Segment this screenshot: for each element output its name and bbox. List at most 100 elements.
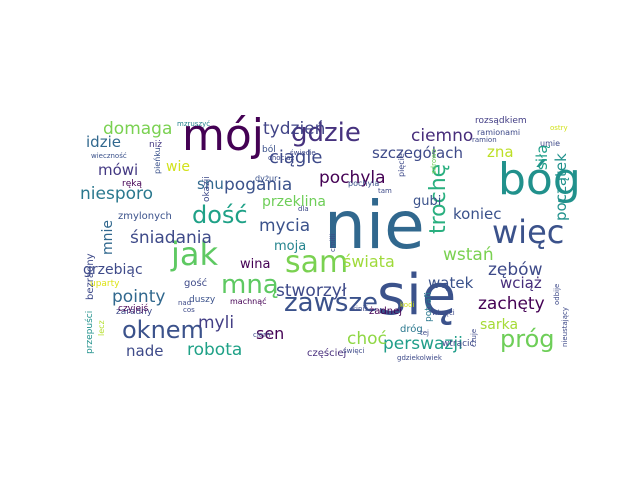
word-domaga: domaga	[103, 119, 173, 139]
word-piecie: pięcie	[397, 153, 406, 177]
word-ciern: cierń	[253, 331, 271, 339]
word-ciagle: ciągle	[269, 147, 323, 168]
word-reka: ręką	[122, 179, 142, 189]
word-koniec: koniec	[453, 205, 502, 223]
word-moja: moja	[274, 239, 307, 254]
word-wkreci: wkręci	[432, 309, 455, 317]
word-gosc: gość	[184, 278, 208, 289]
word-swieci: święci	[343, 347, 365, 355]
word-czyjes: czyjejś	[118, 304, 149, 314]
word-czesciej: częściej	[307, 348, 347, 359]
word-zebow: zębów	[488, 260, 543, 280]
word-nie: nie	[324, 187, 425, 264]
word-ramionami: ramionami	[477, 128, 521, 137]
word-przepusci: przepuści	[85, 310, 95, 354]
word-sie: się	[377, 263, 457, 328]
word-zachety: zachęty	[478, 294, 545, 314]
word-sarka: sarka	[480, 317, 519, 333]
word-pienku: pieńku	[153, 147, 162, 174]
word-cloud: nie się bóg mój jak więc sam gdzie mną z…	[80, 110, 581, 368]
word-uparty: uparty	[90, 279, 120, 289]
word-perswazji: perswazji	[383, 334, 463, 354]
word-cos: cos	[183, 306, 195, 314]
word-bog: bóg	[498, 154, 581, 205]
word-ramion: ramion	[472, 136, 497, 144]
word-pochyla-small: pochyla	[348, 179, 380, 188]
word-swiata: świata	[343, 252, 395, 271]
word-ostry: ostry	[550, 124, 568, 132]
word-grzebiac: grzebiąc	[83, 262, 143, 278]
word-wciaz: wciąż	[500, 274, 542, 292]
word-okazji: okazji	[202, 176, 212, 202]
word-nieustajacy: nieustający	[561, 306, 569, 347]
word-dla: dla	[298, 205, 309, 213]
word-sen: sen	[256, 324, 285, 343]
word-sniadania: śniadania	[130, 228, 212, 248]
word-pointy: pointy	[112, 287, 166, 307]
word-watek: wątek	[428, 274, 474, 292]
word-tam: tam	[378, 187, 392, 195]
word-nade: nade	[126, 342, 164, 360]
word-bol: ból	[262, 145, 276, 155]
word-dyzur: dyżur	[255, 174, 278, 183]
word-wtracic: wtrącić	[442, 339, 475, 349]
word-zmylonych: zmylonych	[118, 211, 172, 222]
word-wina: wina	[240, 257, 271, 272]
word-tej: tej	[420, 329, 429, 337]
word-prog: próg	[500, 325, 555, 353]
word-lecz: lecz	[97, 320, 106, 336]
word-bezradny: bezradny	[85, 253, 96, 300]
word-niesporo: niesporo	[80, 184, 154, 204]
word-stworzyl: stworzył	[276, 281, 347, 301]
word-machnac: machnąć	[230, 297, 267, 306]
word-pogania: pogania	[224, 175, 293, 195]
word-chociaz: chociaż	[268, 154, 295, 162]
word-mnie: mnie	[100, 219, 116, 255]
word-tydzien: tydzień	[263, 119, 326, 139]
word-oknem: oknem	[122, 316, 204, 344]
word-przeklina: przeklina	[262, 194, 326, 210]
word-rozsadkiem: rozsądkiem	[475, 116, 527, 126]
word-drog: dróg	[400, 324, 423, 335]
word-kodi: kodi	[400, 301, 415, 309]
word-odbije: odbije	[553, 283, 561, 305]
word-idzie: idzie	[86, 133, 121, 151]
word-ciemno: ciemno	[411, 126, 474, 146]
word-swiecie: świecie	[290, 149, 316, 157]
word-choc: choć	[347, 329, 387, 349]
word-sila: siłą	[533, 144, 551, 170]
word-mzruszyc: mzruszyć	[177, 120, 211, 128]
word-wiec: więc	[492, 213, 565, 251]
word-gdziekolwiek: gdziekolwiek	[397, 354, 442, 362]
word-kinis: kiniś	[352, 305, 369, 313]
word-gdzie: gdzie	[291, 118, 361, 148]
word-sam: sam	[285, 245, 349, 280]
word-wie: wie	[166, 159, 190, 175]
word-czuje: czuje	[470, 328, 478, 347]
word-myli: myli	[198, 313, 235, 333]
word-zna: zna	[487, 143, 514, 161]
word-snu: snu	[197, 175, 224, 193]
word-umie: umie	[540, 139, 561, 148]
word-wstan: wstań	[443, 245, 494, 265]
word-poczatek: początek	[552, 153, 570, 221]
word-gubi: gubi	[413, 194, 442, 209]
word-szczegolach: szczegółach	[372, 144, 463, 162]
word-moj: mój	[182, 110, 265, 161]
word-zdrowo: zdrowo	[430, 148, 438, 174]
word-mycia: mycia	[259, 216, 311, 236]
word-cmilli: cmiłli	[329, 233, 337, 253]
word-mna: mną	[221, 270, 279, 300]
word-wiecznosc: wieczność	[91, 152, 127, 160]
word-mowi: mówi	[98, 161, 139, 179]
word-duszy: duszy	[189, 295, 216, 305]
word-jak: jak	[171, 235, 219, 273]
word-dosc: dość	[192, 201, 248, 229]
word-zawsze: zawsze	[284, 288, 379, 318]
word-robota: robota	[187, 340, 243, 360]
word-nad: nad	[178, 299, 192, 307]
word-niz: niż	[149, 140, 162, 150]
word-pochyla: pochyla	[319, 168, 386, 188]
word-zadnej: żadnej	[369, 306, 402, 317]
word-zaradny: zaradny	[116, 307, 153, 317]
